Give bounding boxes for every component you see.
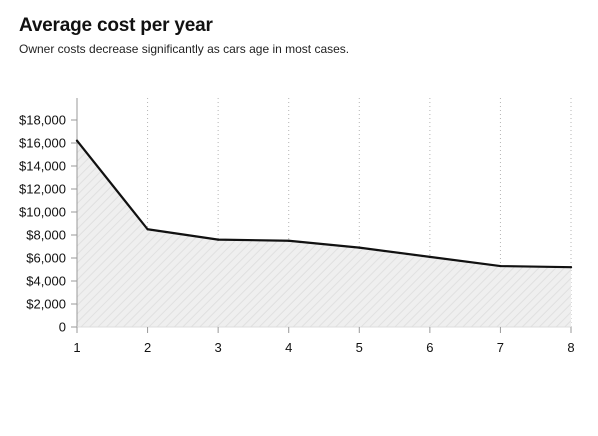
chart-title: Average cost per year <box>19 15 213 36</box>
y-tick-label: $2,000 <box>26 297 66 312</box>
y-tick-label: $14,000 <box>19 159 66 174</box>
x-tick-label: 1 <box>73 340 80 355</box>
x-tick-label: 8 <box>567 340 574 355</box>
data-point-6 <box>428 255 431 258</box>
y-tick-label: $6,000 <box>26 251 66 266</box>
data-point-4 <box>287 239 290 242</box>
y-tick-label: $4,000 <box>26 274 66 289</box>
y-tick-label: $12,000 <box>19 182 66 197</box>
series-line <box>75 139 573 269</box>
x-tick-label: 3 <box>215 340 222 355</box>
y-tick-label: $8,000 <box>26 228 66 243</box>
data-point-8 <box>569 266 573 269</box>
series-area <box>77 140 571 327</box>
y-tick-label: $10,000 <box>19 205 66 220</box>
data-point-7 <box>499 264 502 268</box>
y-tick-label: $18,000 <box>19 113 66 128</box>
data-point-5 <box>358 246 361 249</box>
chart-subtitle: Owner costs decrease significantly as ca… <box>19 42 350 56</box>
y-tick-label: $16,000 <box>19 136 66 151</box>
y-tick-label: 0 <box>59 320 66 335</box>
x-tick-label: 7 <box>497 340 504 355</box>
data-point-2 <box>146 228 149 231</box>
data-point-3 <box>217 238 220 241</box>
x-tick-label: 4 <box>285 340 292 355</box>
x-tick-label: 6 <box>426 340 433 355</box>
x-tick-label: 2 <box>144 340 151 355</box>
data-point-1 <box>75 139 79 142</box>
x-tick-label: 5 <box>356 340 363 355</box>
